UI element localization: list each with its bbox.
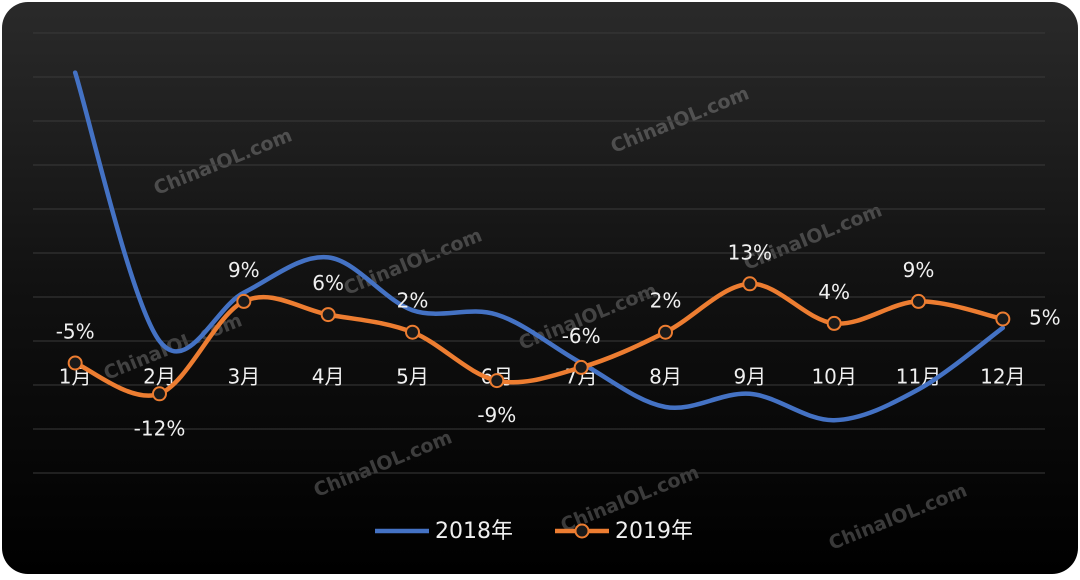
data-label: -5% (56, 320, 95, 344)
data-label: 2% (397, 289, 429, 313)
x-tick-label: 4月 (312, 365, 345, 389)
marker (320, 307, 336, 323)
marker (489, 373, 505, 389)
marker (573, 359, 589, 375)
data-label: 9% (228, 258, 260, 282)
data-label: 2% (650, 289, 682, 313)
data-label: 9% (903, 258, 935, 282)
x-tick-label: 9月 (733, 365, 766, 389)
marker (67, 355, 83, 371)
marker (826, 315, 842, 331)
x-tick-label: 8月 (649, 365, 682, 389)
legend-marker (574, 523, 590, 539)
marker (742, 276, 758, 292)
data-label: -12% (134, 416, 186, 440)
data-label: -9% (477, 403, 516, 427)
series-line (72, 70, 1006, 423)
data-label: 4% (818, 280, 850, 304)
legend-label: 2018年 (435, 519, 513, 544)
marker (236, 293, 252, 309)
marker (658, 324, 673, 340)
x-tick-label: 5月 (396, 365, 429, 389)
legend-label: 2019年 (615, 519, 693, 544)
marker (152, 386, 167, 402)
x-tick-label: 3月 (227, 365, 260, 389)
x-tick-label: 10月 (811, 365, 856, 389)
data-label: 13% (728, 240, 772, 264)
data-label: 5% (1029, 306, 1061, 330)
marker (911, 293, 926, 309)
marker (995, 311, 1011, 327)
x-tick-label: 11月 (896, 365, 941, 389)
marker (405, 324, 420, 340)
data-label: -6% (562, 324, 601, 348)
x-tick-label: 12月 (980, 365, 1025, 389)
data-label: 6% (312, 271, 344, 295)
